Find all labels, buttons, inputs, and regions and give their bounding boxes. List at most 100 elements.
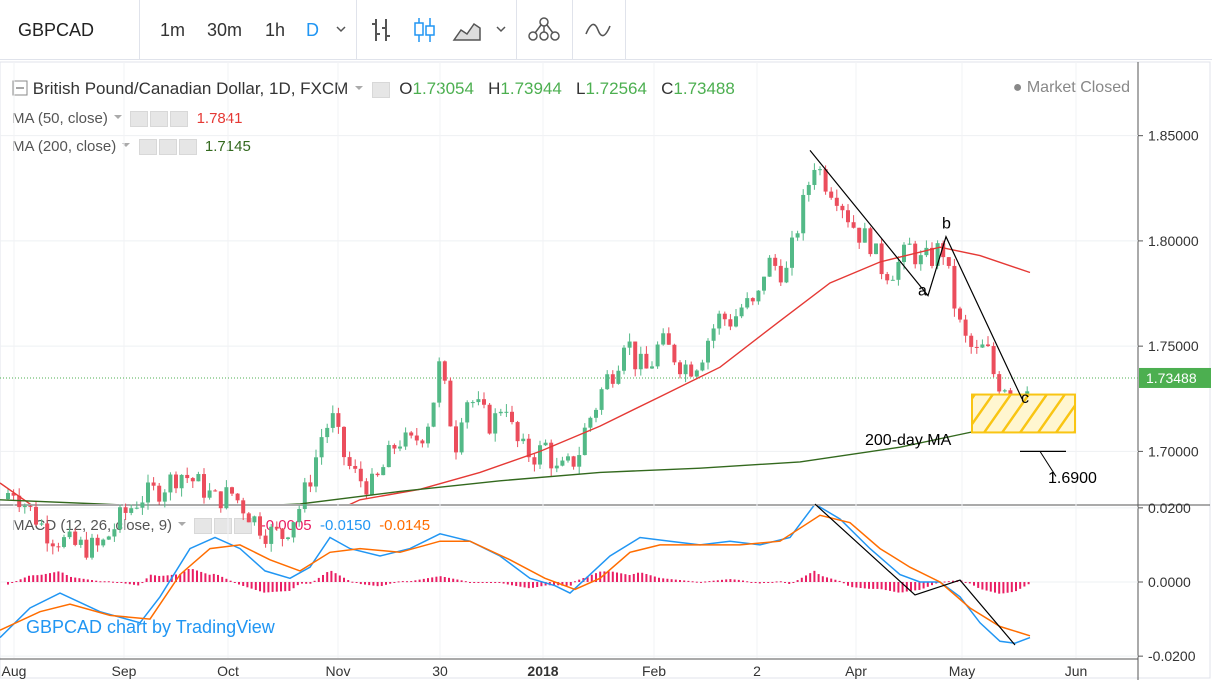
timeframe-1m[interactable]: 1m [160,20,186,40]
macd-hist-bar [221,576,224,582]
macd-hist-bar [385,582,387,585]
macd-hist-bar [418,579,421,582]
macd-hist-bar [254,582,257,590]
candle [482,399,486,405]
macd-hist-bar [771,581,774,583]
gear-icon[interactable] [214,518,233,535]
macd-hist-bar [960,580,963,582]
bar-chart-icon[interactable] [369,16,395,44]
close-icon[interactable] [234,518,253,535]
candle [538,445,542,465]
timeframe-d[interactable]: D [306,20,319,40]
candle [448,380,453,427]
eye-icon[interactable] [371,81,390,98]
macd-hist-bar [939,581,942,583]
candle [364,481,369,495]
macd-hist-bar [842,582,845,584]
candle [454,426,458,453]
macd-hist-bar [847,582,849,586]
macd-hist-bar [914,582,917,591]
candle [554,465,559,469]
candle [778,265,783,283]
candle [638,353,643,370]
area-chart-icon[interactable] [452,16,482,44]
candle [347,457,352,466]
chevron-down-icon[interactable] [494,22,508,36]
candle [958,308,962,320]
candle [1019,394,1024,397]
macd-hist-bar [23,577,26,582]
candlestick-icon[interactable] [412,16,438,44]
symbol-search[interactable]: GBPCAD [0,0,140,60]
gear-icon[interactable] [158,139,177,156]
macd-hist-bar [620,573,623,582]
macd-hist-bar [977,582,980,588]
macd-hist-bar [44,573,47,582]
chevron-down-icon[interactable] [120,139,132,151]
macd-hist-bar [796,580,799,582]
macd-hist-bar [666,578,669,582]
macd-hist-bar [725,579,728,582]
candle [442,361,447,381]
macd-hist-bar [380,582,383,586]
macd-hist-bar [733,579,736,582]
macd-hist-bar [200,571,203,582]
candle [672,344,677,363]
macd-hist-bar [695,581,698,583]
timeframe-30m[interactable]: 30m [207,20,243,40]
chevron-down-icon[interactable] [334,22,348,36]
macd-hist-bar [813,570,816,582]
macd-hist-bar [368,582,371,586]
collapse-icon[interactable] [12,80,28,96]
timeframe-1h[interactable]: 1h [265,20,286,40]
macd-hist-bar [427,578,429,582]
macd-hist-bar [918,582,921,590]
x-tick-label: Aug [2,663,27,679]
candle [174,474,178,489]
macd-hist-bar [170,574,173,582]
macd-hist-bar [359,582,362,585]
candle [930,247,934,266]
eye-icon[interactable] [194,518,213,535]
macd-hist-bar [1010,582,1013,593]
macd-hist-bar [74,577,77,582]
candle [386,445,391,468]
chevron-down-icon[interactable] [176,518,188,530]
candle [398,446,402,449]
indicators-icon[interactable] [527,16,561,44]
macd-hist-bar [557,582,560,586]
candle [599,389,604,410]
macd-wave-line [814,503,1016,646]
macd-hist-bar [544,582,547,586]
candle [330,413,335,428]
macd-hist-bar [246,582,249,588]
compare-icon[interactable] [583,16,613,44]
macd-hist-bar [95,580,98,582]
macd-hist-bar [616,572,618,582]
candle [734,316,738,327]
candle [470,402,475,404]
close-icon[interactable] [170,111,189,128]
candle [890,279,895,281]
chevron-down-icon[interactable] [112,111,124,123]
annotation-label: b [942,215,951,232]
macd-hist-bar [855,582,858,588]
macd-hist-bar [149,574,152,582]
macd-hist-bar [473,582,476,583]
candle [521,438,526,442]
macd-hist-bar [792,582,795,583]
close-icon[interactable] [178,139,197,156]
candle [196,474,201,482]
macd-hist-bar [288,582,291,591]
eye-icon[interactable] [130,111,149,128]
candle [543,442,548,446]
candle [868,228,873,255]
chevron-down-icon[interactable] [353,82,365,94]
macd-hist-bar [611,571,614,582]
candle [263,535,268,544]
gear-icon[interactable] [150,111,169,128]
macd-hist-bar [506,582,509,585]
candle [84,539,89,558]
eye-icon[interactable] [138,139,157,156]
